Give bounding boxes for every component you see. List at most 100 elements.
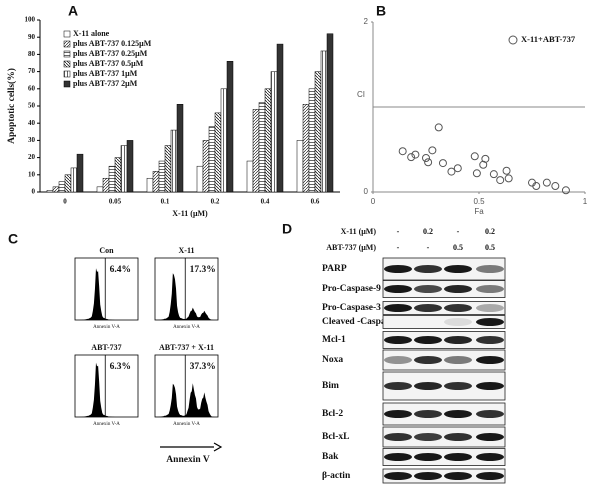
blot-band <box>476 382 504 390</box>
legend-label: plus ABT-737 1μM <box>73 69 138 78</box>
y-tick-label: 70 <box>28 67 36 75</box>
treatment-dose: - <box>457 227 460 236</box>
histogram-title: X-11 <box>179 246 195 255</box>
histogram <box>155 273 218 320</box>
y-tick-label: 60 <box>28 84 36 92</box>
bar <box>214 112 222 193</box>
bar <box>102 177 110 193</box>
point <box>551 182 560 191</box>
histogram-title: ABT-737 <box>91 343 121 352</box>
point <box>502 166 511 175</box>
blot-band <box>414 285 442 293</box>
blot-band <box>444 265 472 273</box>
legend-label: plus ABT-737 2μM <box>73 79 138 88</box>
bar <box>252 109 260 193</box>
bar <box>108 165 116 193</box>
blot-band <box>476 410 504 418</box>
blot-band <box>414 453 442 461</box>
treatment-dose: - <box>397 243 400 252</box>
legend-label: plus ABT-737 0.125μM <box>73 39 152 48</box>
point <box>434 123 443 132</box>
y-tick-label: 80 <box>28 50 36 58</box>
x-tick-label: 0.05 <box>109 198 122 206</box>
bar <box>308 88 316 193</box>
protein-label: Bak <box>322 452 339 462</box>
blot-band <box>384 382 412 390</box>
treatment-dose: - <box>427 243 430 252</box>
y-tick-label: 40 <box>28 119 36 127</box>
y-tick-label: 0 <box>32 188 36 196</box>
bar <box>314 71 322 193</box>
point <box>561 186 570 195</box>
blot-band <box>444 285 472 293</box>
blot-band <box>476 318 504 326</box>
y-tick-label: 30 <box>28 136 36 144</box>
treatment-dose: - <box>397 227 400 236</box>
legend-swatch <box>63 80 71 88</box>
point <box>542 178 551 187</box>
bar <box>46 190 54 193</box>
bar <box>114 157 122 193</box>
bar <box>264 88 272 193</box>
bar <box>270 71 278 193</box>
treatment-label: ABT-737 (μM) <box>326 243 376 252</box>
panel-letter: A <box>68 3 78 19</box>
blot-band <box>384 265 412 273</box>
arrow-head <box>213 442 223 452</box>
histogram-title: Con <box>99 246 114 255</box>
panel-letter: C <box>8 231 18 247</box>
legend-swatch <box>63 30 71 38</box>
blot-band <box>444 336 472 344</box>
point <box>428 146 437 155</box>
point <box>481 154 490 163</box>
gate-value: 37.3% <box>190 362 216 372</box>
histogram-axis-label: Annexin V-A <box>173 325 200 330</box>
blot-band <box>384 356 412 364</box>
y-tick-label: 2 <box>364 17 369 26</box>
blot-band <box>414 265 442 273</box>
blot-band <box>444 453 472 461</box>
x-axis-label: X-11 (μM) <box>172 209 208 218</box>
bar <box>152 171 160 193</box>
x-tick-label: 0.2 <box>211 198 220 206</box>
blot-band <box>476 336 504 344</box>
gate-value: 6.4% <box>110 265 131 275</box>
point <box>438 159 447 168</box>
histogram <box>155 383 218 417</box>
protein-label: Noxa <box>322 355 343 365</box>
blot-band <box>384 433 412 441</box>
protein-label: Bim <box>322 381 339 391</box>
x-tick-label: 1 <box>583 197 588 206</box>
blot-band <box>384 304 412 312</box>
y-tick-label: 0 <box>364 187 369 196</box>
treatment-dose: 0.2 <box>423 227 433 236</box>
protein-label: Cleaved -Caspase-3 <box>322 317 402 327</box>
blot-band <box>444 356 472 364</box>
x-axis-label: Fa <box>474 207 484 216</box>
bar <box>52 186 60 193</box>
treatment-dose: 0.5 <box>453 243 463 252</box>
blot-band <box>444 472 472 480</box>
blot-band <box>414 433 442 441</box>
treatment-label: X-11 (μM) <box>341 227 377 236</box>
blot-band <box>384 336 412 344</box>
bar <box>146 177 154 193</box>
bar <box>170 129 178 193</box>
point <box>470 152 479 161</box>
protein-label: Bcl-xL <box>322 432 349 442</box>
bar <box>226 61 234 193</box>
protein-label: Mcl-1 <box>322 335 346 345</box>
gate-value: 17.3% <box>190 265 216 275</box>
y-tick-label: 10 <box>28 170 36 178</box>
blot-frame <box>382 315 506 329</box>
treatment-dose: 0.2 <box>485 227 495 236</box>
bar <box>208 126 216 193</box>
x-tick-label: 0.6 <box>311 198 320 206</box>
x-tick-label: 0.1 <box>161 198 170 206</box>
point <box>407 153 416 162</box>
bar <box>120 145 128 193</box>
point <box>472 169 481 178</box>
legend-label: X-11+ABT-737 <box>521 34 576 44</box>
histogram-axis-label: Annexin V-A <box>93 422 120 427</box>
legend-swatch <box>63 40 71 48</box>
